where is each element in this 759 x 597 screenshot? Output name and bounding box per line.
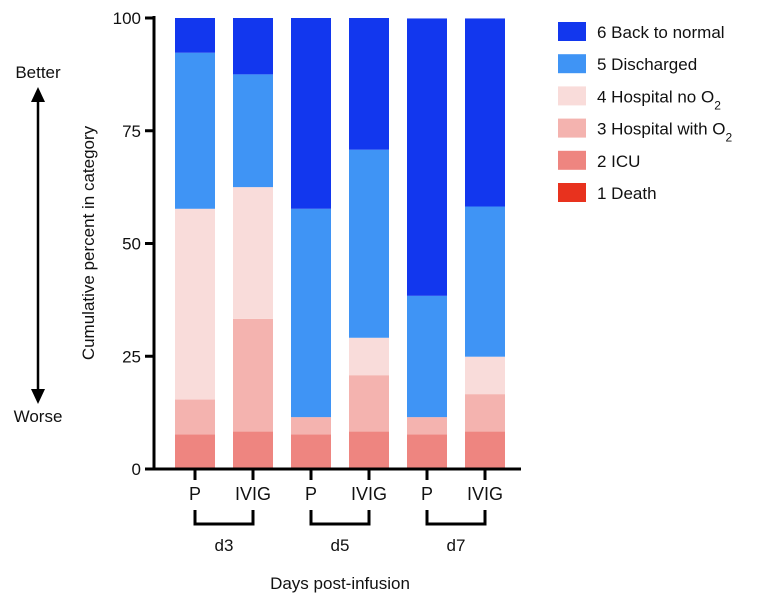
bar-segment-5-series-6: [407, 18, 447, 296]
group-label-2: d5: [331, 536, 350, 555]
bar-segment-2-series-5: [233, 74, 273, 188]
x-category-label: IVIG: [467, 484, 503, 504]
bar-segment-4-series-2: [349, 431, 389, 469]
legend: 6 Back to normal 5 Discharged 4 Hospital n…: [558, 22, 733, 203]
bar-segment-1-series-3: [175, 399, 215, 435]
group-bracket-1: [193, 510, 255, 526]
group-bracket-3: [425, 510, 487, 526]
x-category-label: P: [421, 484, 433, 504]
x-axis-title: Days post-infusion: [270, 574, 410, 593]
group-bracket-2: [309, 510, 371, 526]
legend-swatch-3: [558, 86, 586, 106]
bar-segment-1-series-5: [175, 52, 215, 209]
y-tick-label: 75: [122, 122, 141, 141]
x-category-label: IVIG: [235, 484, 271, 504]
bar-segment-6-series-6: [465, 18, 505, 207]
bars-layer: [175, 18, 505, 469]
y-tick-label: 0: [132, 460, 141, 479]
bar-segment-6-series-4: [465, 356, 505, 395]
bar-segment-2-series-2: [233, 431, 273, 469]
bar-segment-4-series-3: [349, 375, 389, 432]
legend-label-5: 2 ICU: [597, 152, 640, 171]
bar-segment-1-series-4: [175, 208, 215, 400]
group-label-3: d7: [447, 536, 466, 555]
bar-segment-2-series-6: [233, 18, 273, 75]
bar-segment-3-series-2: [291, 434, 331, 469]
legend-label-6: 1 Death: [597, 184, 657, 203]
x-category-labels: P IVIG P IVIG P IVIG: [189, 469, 503, 504]
day-groups: d3 d5 d7: [193, 510, 487, 555]
legend-label-3: 4 Hospital no O2: [597, 87, 721, 112]
bar-segment-5-series-5: [407, 295, 447, 418]
bar-segment-4-series-4: [349, 337, 389, 376]
better-worse-indicator: Better Worse: [14, 63, 63, 426]
bar-segment-5-series-3: [407, 417, 447, 435]
bar-segment-6-series-3: [465, 394, 505, 432]
bar-segment-1-series-6: [175, 18, 215, 53]
x-category-label: P: [189, 484, 201, 504]
x-category-label: P: [305, 484, 317, 504]
legend-label-1: 6 Back to normal: [597, 23, 725, 42]
bar-segment-6-series-2: [465, 431, 505, 469]
bar-segment-3-series-3: [291, 417, 331, 435]
legend-label-2: 5 Discharged: [597, 55, 697, 74]
worse-label: Worse: [14, 407, 63, 426]
bar-segment-4-series-6: [349, 18, 389, 150]
legend-swatch-1: [558, 22, 586, 41]
bar-segment-3-series-6: [291, 18, 331, 209]
legend-swatch-5: [558, 150, 586, 170]
legend-label-4: 3 Hospital with O2: [597, 120, 733, 145]
arrow-up-icon: [31, 87, 45, 102]
bar-segment-1-series-2: [175, 434, 215, 469]
y-ticks: 0 25 50 75 100: [113, 9, 154, 479]
legend-swatch-4: [558, 118, 586, 138]
bar-segment-4-series-5: [349, 149, 389, 338]
bar-segment-2-series-3: [233, 318, 273, 432]
x-category-label: IVIG: [351, 484, 387, 504]
y-tick-label: 50: [122, 235, 141, 254]
legend-swatch-6: [558, 183, 586, 202]
y-tick-label: 25: [122, 347, 141, 366]
y-tick-label: 100: [113, 9, 141, 28]
group-label-1: d3: [215, 536, 234, 555]
arrow-down-icon: [31, 389, 45, 404]
bar-segment-3-series-5: [291, 208, 331, 418]
y-axis-title: Cumulative percent in category: [79, 125, 98, 360]
bar-segment-2-series-4: [233, 187, 273, 319]
better-label: Better: [15, 63, 61, 82]
bar-segment-5-series-2: [407, 434, 447, 469]
legend-swatch-2: [558, 54, 586, 74]
bar-segment-6-series-5: [465, 206, 505, 357]
